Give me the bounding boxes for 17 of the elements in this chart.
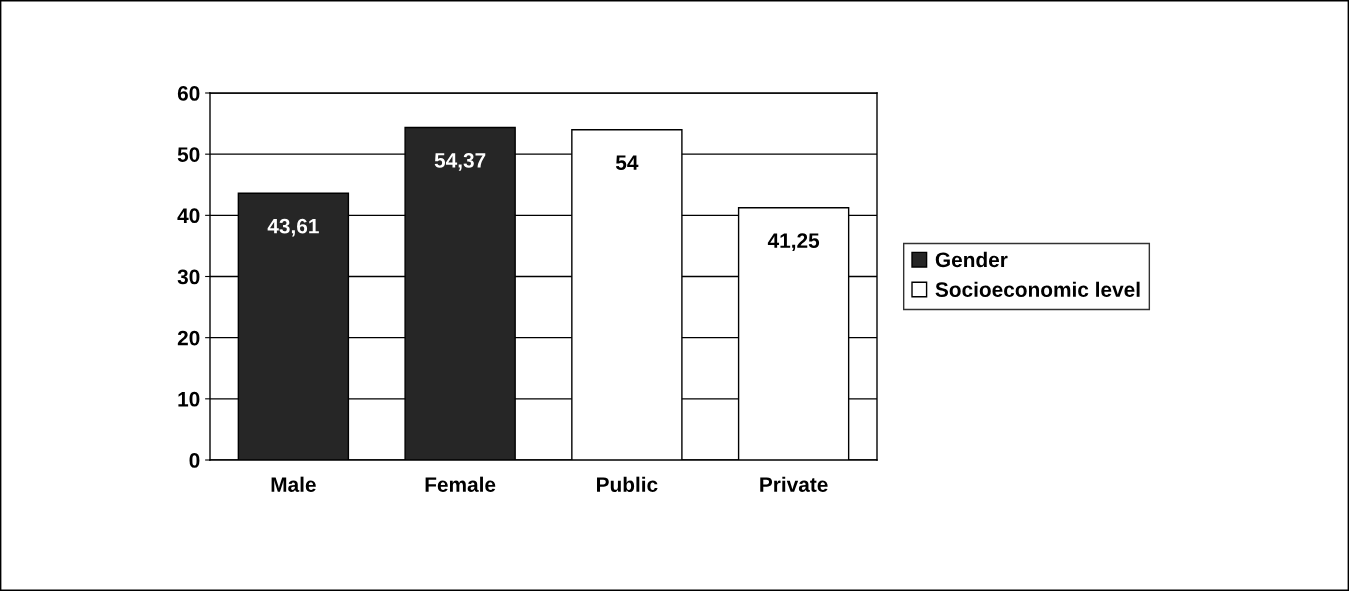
x-tick-label: Private	[760, 476, 828, 492]
y-tick-label: 50	[177, 147, 200, 162]
data-label: 43,61	[267, 218, 319, 237]
data-label: 54	[615, 155, 639, 171]
x-tick-label: Male	[271, 476, 316, 492]
y-tick-label: 30	[177, 269, 200, 285]
data-label: 41,25	[767, 233, 820, 252]
data-label: 54,37	[434, 153, 486, 171]
y-tick-label: 10	[178, 391, 200, 407]
y-tick-label: 60	[177, 86, 200, 101]
y-tick-label: 40	[177, 208, 200, 224]
legend-label: Gender	[935, 251, 1008, 268]
y-tick-label: 20	[177, 330, 200, 346]
x-tick-label: Public	[597, 476, 658, 492]
x-tick-label: Female	[425, 476, 496, 492]
y-tick-label: 0	[189, 453, 200, 468]
legend-label: Socioeconomic level	[935, 281, 1140, 298]
